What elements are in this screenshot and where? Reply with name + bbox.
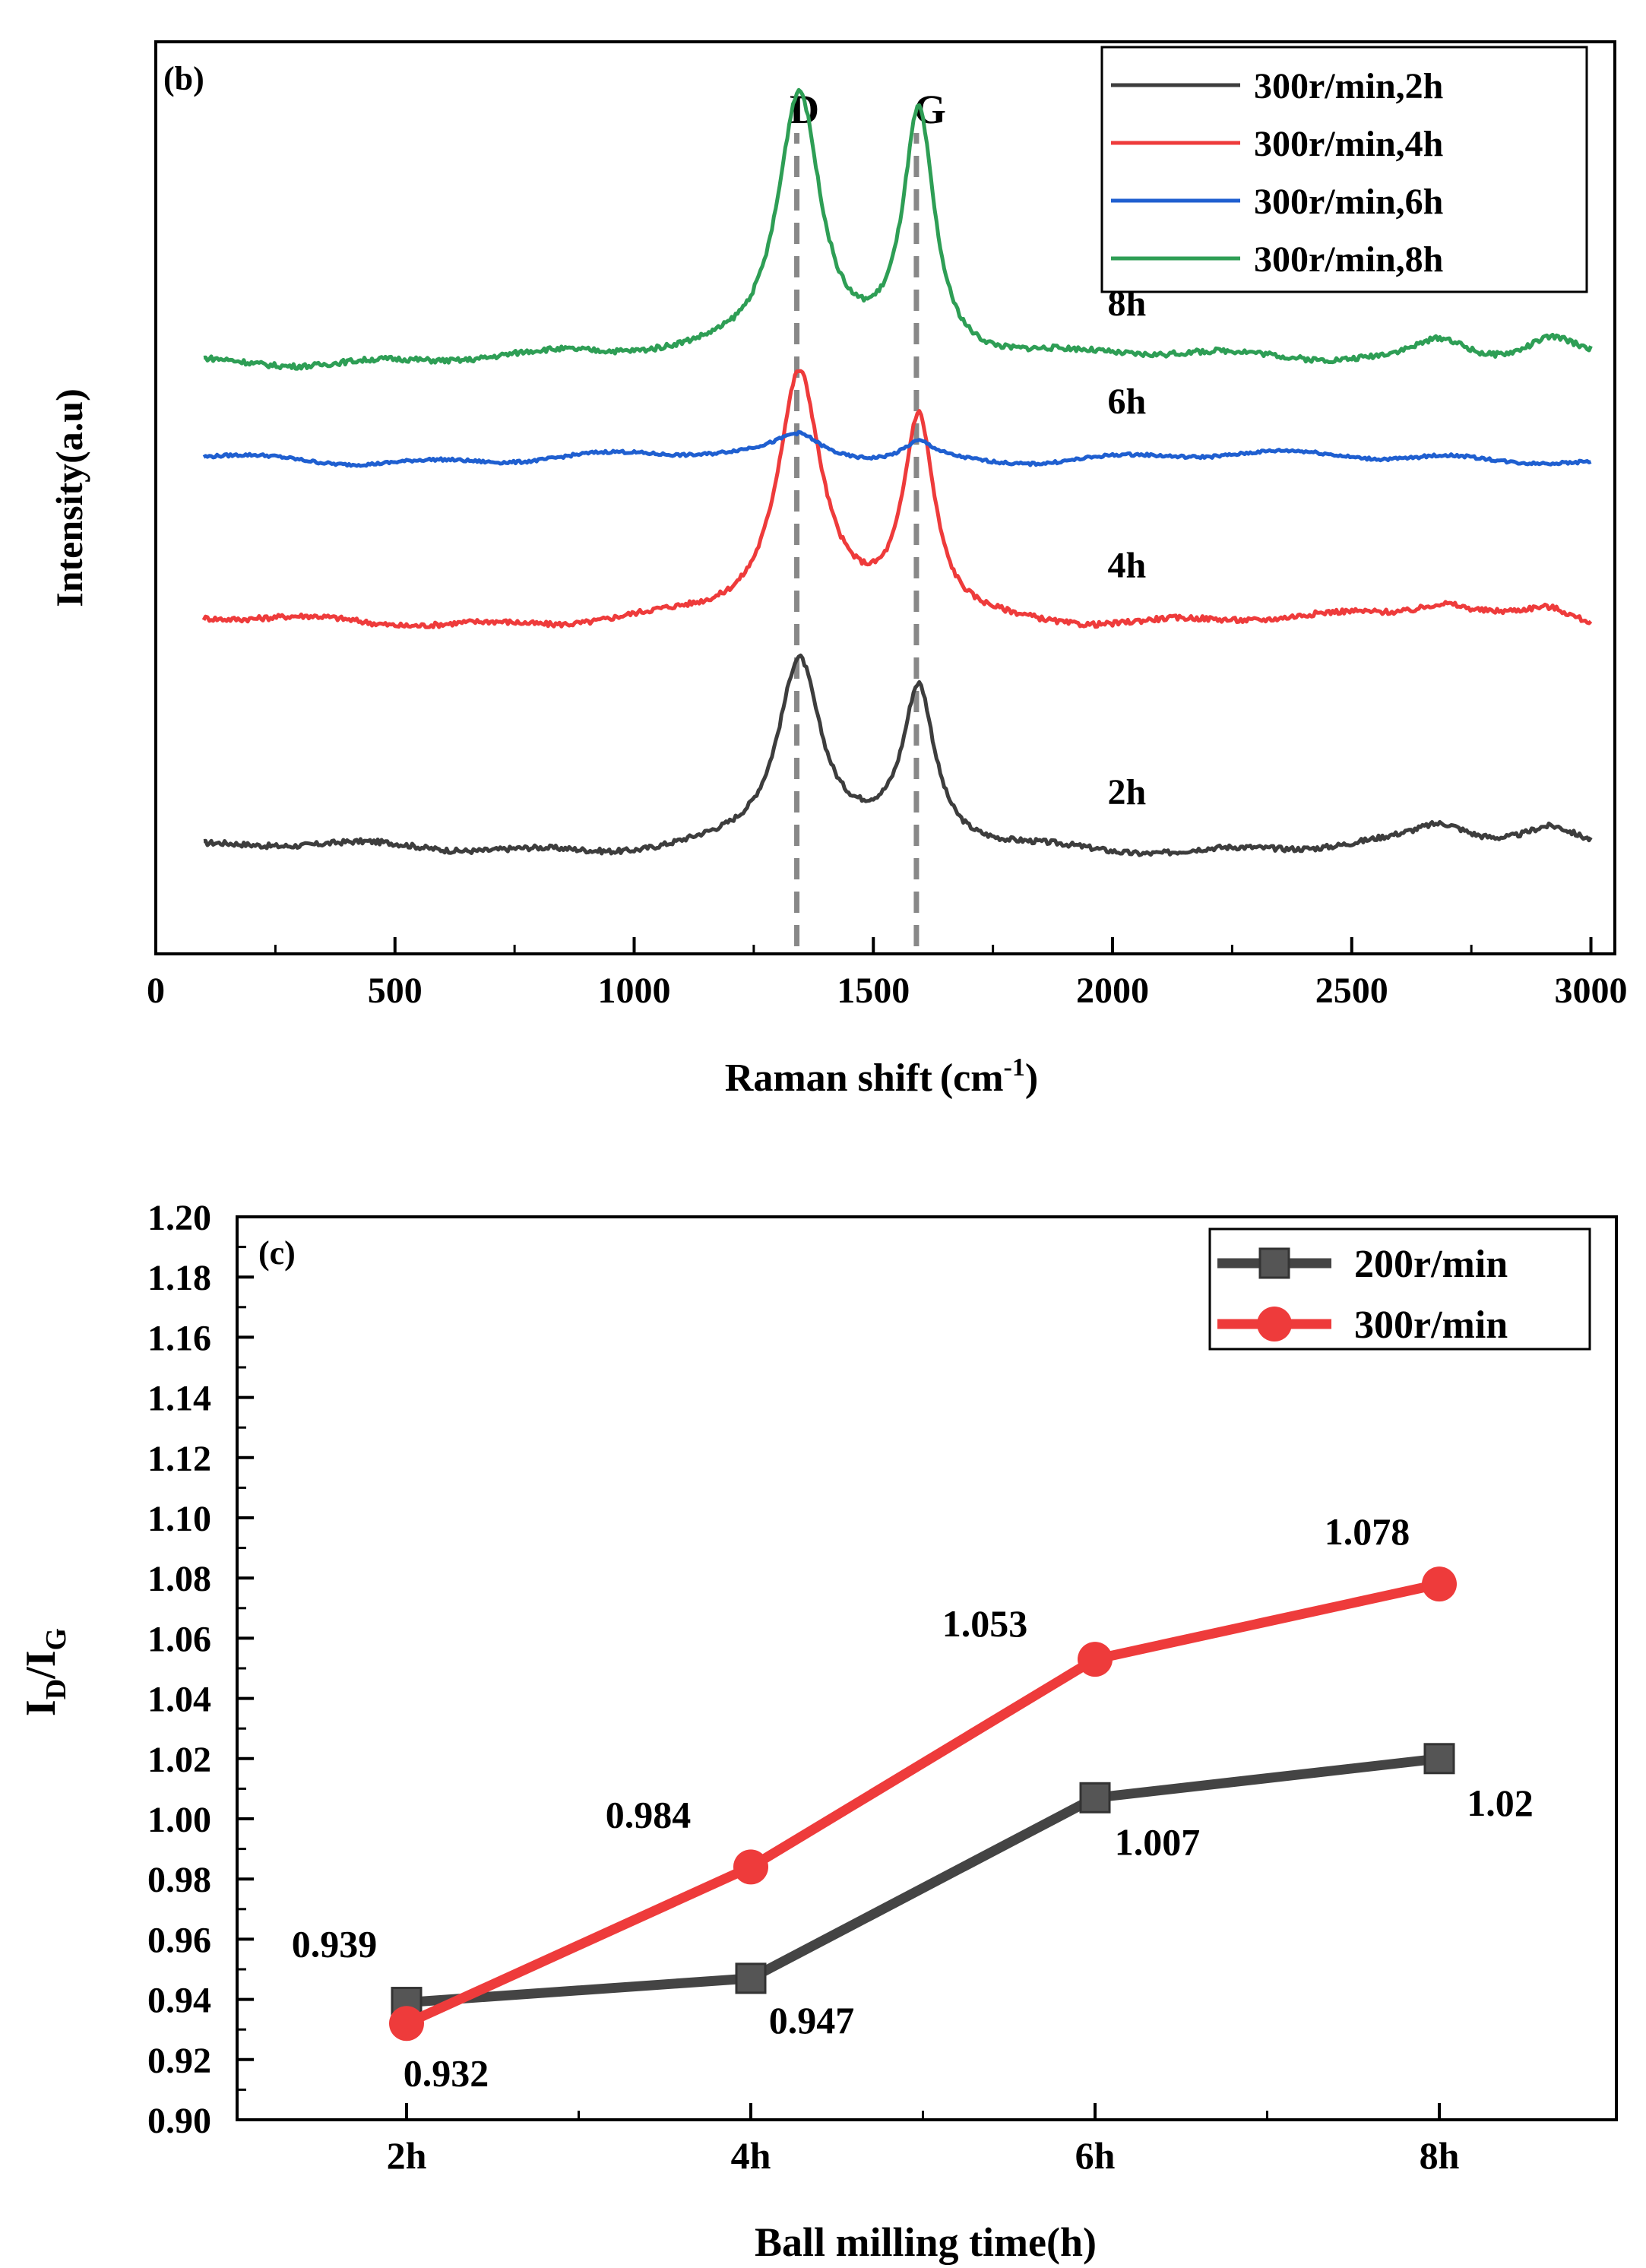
legend-label: 300r/min xyxy=(1354,1303,1508,1347)
x-axis-ticks: 2h 4h 6h 8h xyxy=(387,2103,1460,2177)
series-line-8h xyxy=(203,87,1593,371)
y-tick-label: 1.06 xyxy=(147,1619,211,1659)
series-label-2h: 2h xyxy=(1108,772,1147,812)
x-tick-label: 2h xyxy=(387,2134,427,2177)
plot-frame xyxy=(154,40,1616,955)
y-tick-label: 1.14 xyxy=(147,1379,211,1419)
data-label: 0.984 xyxy=(606,1793,692,1836)
x-axis-label-text: Raman shift xyxy=(725,1056,933,1100)
data-point-marker xyxy=(735,1962,767,1994)
series-lines: 0.939 0.947 1.007 1.02 0.932 0.984 1.053 1.078 xyxy=(292,1510,1534,2094)
x-axis-unit-superscript: -1 xyxy=(1004,1053,1025,1082)
y-label-sub-g: G xyxy=(40,1628,72,1651)
y-tick-label: 1.02 xyxy=(147,1740,211,1780)
series-line-300r/min xyxy=(404,1579,1441,2029)
y-axis-label: Intensity(a.u) xyxy=(48,388,90,607)
legend-label: 300r/min,4h xyxy=(1254,124,1443,164)
data-point-marker xyxy=(1423,1743,1455,1775)
legend-entries: 300r/min,2h 300r/min,4h 300r/min,6h 300r/mi… xyxy=(1111,66,1443,280)
data-point-marker xyxy=(1422,1566,1457,1602)
x-axis-ticks: 0 500 1000 1500 2000 2500 3000 xyxy=(147,937,1628,1011)
y-tick-label: 1.18 xyxy=(147,1258,211,1298)
x-tick-label: 3000 xyxy=(1555,971,1628,1011)
x-axis-label: Ball milling time(h) xyxy=(755,2219,1097,2265)
legend-label: 300r/min,8h xyxy=(1254,239,1443,280)
y-label-sub-d: D xyxy=(40,1679,72,1699)
x-tick-label: 2000 xyxy=(1076,971,1149,1011)
series-label-4h: 4h xyxy=(1108,546,1147,586)
y-axis-label: ID/IG xyxy=(17,1628,72,1716)
data-point-marker xyxy=(389,2006,424,2042)
data-label: 1.02 xyxy=(1467,1782,1534,1824)
x-tick-label: 1500 xyxy=(837,971,910,1011)
legend-entries: 200r/min 300r/min xyxy=(1217,1243,1508,1347)
legend-label: 200r/min xyxy=(1354,1243,1508,1286)
y-tick-label: 1.08 xyxy=(147,1559,211,1599)
data-label: 1.053 xyxy=(942,1602,1028,1645)
x-tick-label: 6h xyxy=(1075,2134,1116,2177)
y-tick-label: 1.20 xyxy=(147,1198,211,1238)
panel-label: (b) xyxy=(163,60,204,97)
y-tick-label: 1.10 xyxy=(147,1499,211,1539)
data-label: 0.939 xyxy=(292,1923,378,1965)
y-axis-ticks: 0.90 0.92 0.94 0.96 0.98 1.00 1.02 1.04 1.06 1.08… xyxy=(147,1198,254,2141)
series-line-4h xyxy=(201,369,1593,629)
x-tick-label: 500 xyxy=(368,971,423,1011)
x-tick-label: 4h xyxy=(731,2134,771,2177)
x-tick-label: 2500 xyxy=(1315,971,1388,1011)
data-point-marker xyxy=(733,1849,768,1885)
x-tick-label: 1000 xyxy=(598,971,671,1011)
legend-label: 300r/min,2h xyxy=(1254,66,1443,106)
series-line-6h xyxy=(202,429,1592,468)
x-axis-label: Raman shift (cm-1) xyxy=(725,1053,1038,1100)
x-tick-label: 0 xyxy=(147,971,165,1011)
data-label: 1.078 xyxy=(1325,1510,1410,1553)
legend: 300r/min,2h 300r/min,4h 300r/min,6h 300r/mi… xyxy=(1100,46,1588,293)
id-ig-ratio-chart: 0.90 0.92 0.94 0.96 0.98 1.00 1.02 1.04 1.06 1.08… xyxy=(17,1198,1618,2265)
data-point-marker xyxy=(1078,1642,1113,1677)
data-point-marker xyxy=(1079,1782,1111,1813)
x-axis-unit-close: ) xyxy=(1025,1056,1038,1100)
legend-marker xyxy=(1257,1307,1292,1341)
panel-label: (c) xyxy=(258,1234,296,1272)
y-tick-label: 0.98 xyxy=(147,1860,211,1900)
y-tick-label: 1.12 xyxy=(147,1439,211,1479)
series-line-200r/min xyxy=(406,1753,1440,2008)
y-label-main: I xyxy=(17,1699,65,1716)
y-tick-label: 0.92 xyxy=(147,2041,211,2081)
legend-label: 300r/min,6h xyxy=(1254,182,1443,222)
legend-box xyxy=(1100,46,1588,293)
x-tick-label: 8h xyxy=(1420,2134,1460,2177)
y-axis-label-text: ID/IG xyxy=(17,1628,72,1716)
x-axis-unit: (cm xyxy=(940,1056,1004,1100)
data-label: 0.932 xyxy=(404,2051,489,2094)
y-tick-label: 0.94 xyxy=(147,1981,211,2021)
y-tick-label: 1.00 xyxy=(147,1800,211,1840)
legend: 200r/min 300r/min xyxy=(1208,1227,1591,1351)
y-tick-label: 1.16 xyxy=(147,1318,211,1358)
series-label-6h: 6h xyxy=(1108,382,1147,422)
series-line-2h xyxy=(203,653,1593,857)
data-label: 0.947 xyxy=(769,1999,855,2042)
y-tick-label: 0.96 xyxy=(147,1920,211,1960)
series-lines xyxy=(201,87,1593,857)
y-tick-label: 0.90 xyxy=(147,2101,211,2141)
data-label: 1.007 xyxy=(1115,1820,1201,1863)
legend-marker xyxy=(1258,1247,1290,1279)
y-label-sep: /I xyxy=(17,1650,65,1679)
y-tick-label: 1.04 xyxy=(147,1680,211,1720)
